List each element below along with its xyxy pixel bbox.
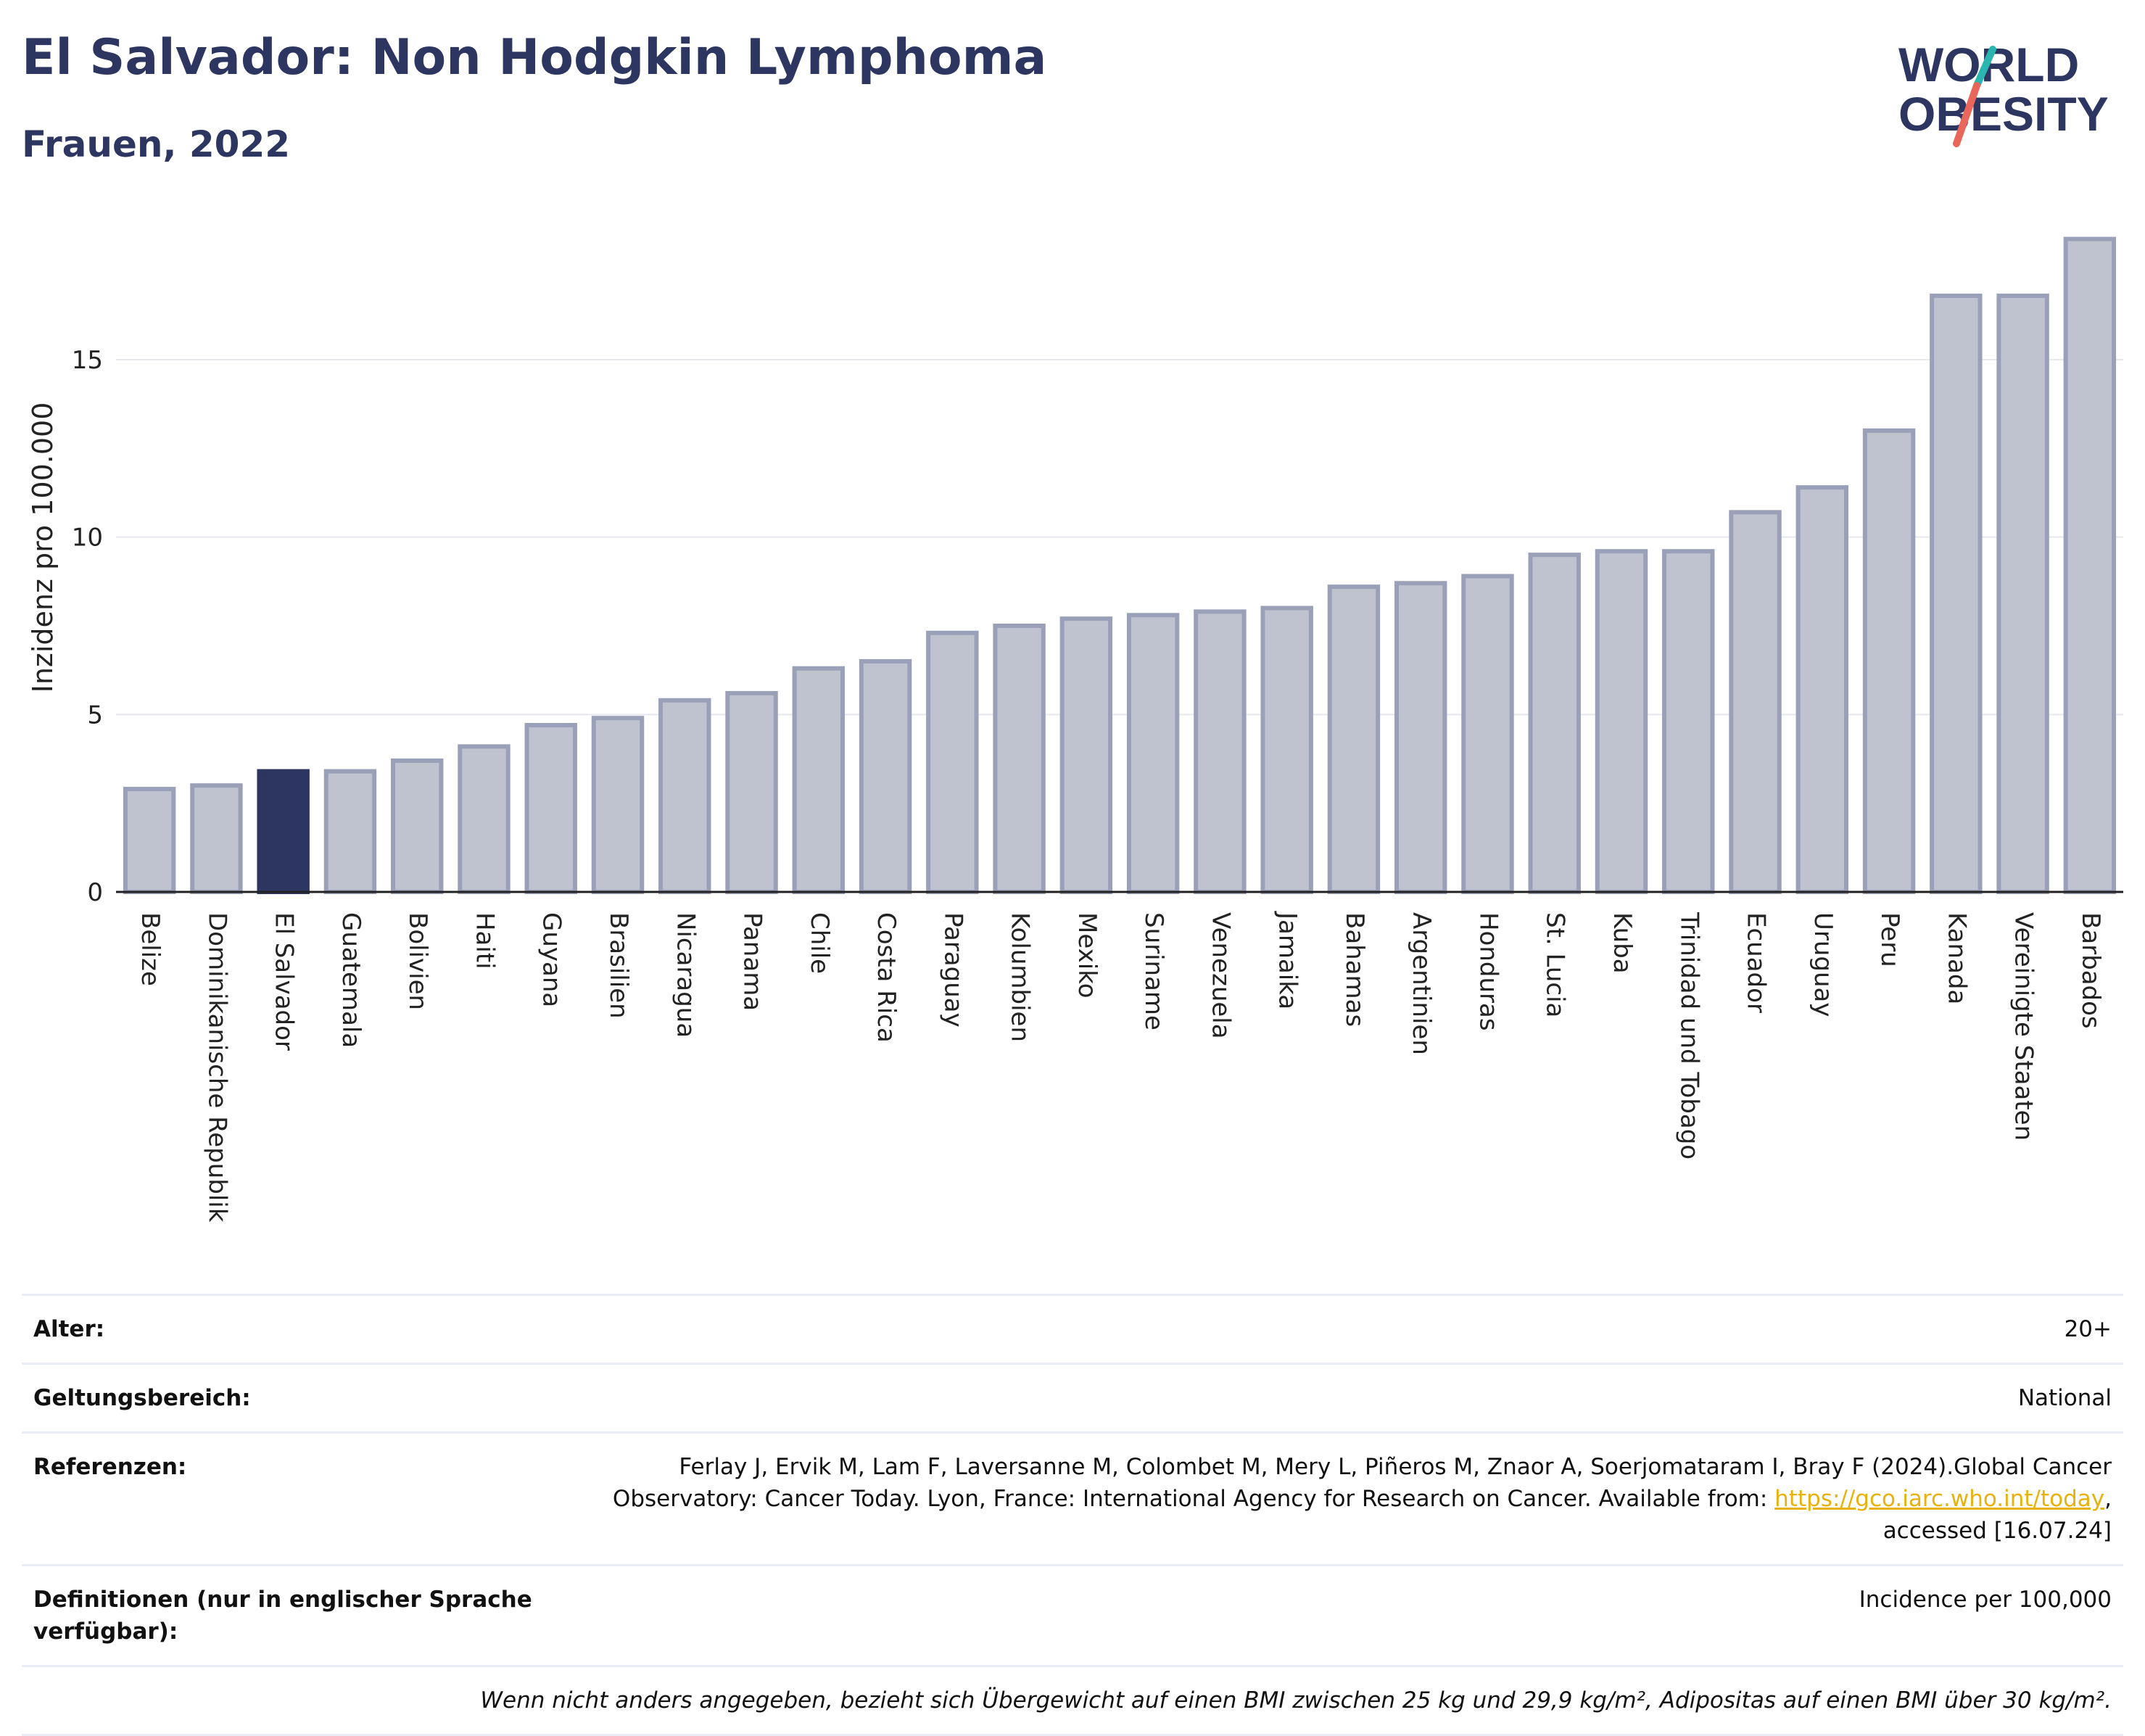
meta-age-label: Alter:: [22, 1294, 553, 1364]
meta-ref-label: Referenzen:: [22, 1431, 553, 1566]
x-tick-label: Barbados: [2076, 912, 2105, 1029]
meta-row-age: Alter: 20+: [22, 1294, 2123, 1364]
x-tick-label: Brasilien: [604, 912, 633, 1019]
meta-row-definitions: Definitionen (nur in englischer Sprache …: [22, 1564, 2123, 1666]
x-tick-label: Guyana: [537, 912, 566, 1007]
logo-text-obesity: OBESITY: [1898, 87, 2109, 141]
bar-haiti[interactable]: [458, 744, 511, 894]
meta-def-value: Incidence per 100,000: [553, 1564, 2123, 1666]
bar-dominikanische-republik[interactable]: [190, 783, 243, 895]
bar-panama[interactable]: [725, 690, 778, 894]
bar-guyana[interactable]: [524, 723, 577, 894]
bar-paraguay[interactable]: [926, 630, 979, 894]
ref-text-1: Ferlay J, Ervik M, Lam F, Laversanne M, …: [612, 1454, 2112, 1512]
x-tick-label: Kolumbien: [1006, 912, 1035, 1042]
x-tick-label: Ecuador: [1742, 912, 1771, 1013]
world-obesity-logo: WORLD OBESITY: [1898, 38, 2109, 147]
bar-guatemala[interactable]: [323, 769, 377, 895]
x-tick-label: El Salvador: [270, 912, 299, 1051]
x-tick-label: Kanada: [1942, 912, 1971, 1004]
bar-jamaika[interactable]: [1260, 605, 1313, 894]
bar-el-salvador[interactable]: [257, 769, 310, 895]
meta-age-value: 20+: [553, 1294, 2123, 1364]
y-ticks: 0 5 10 15: [72, 346, 103, 907]
meta-scope-label: Geltungsbereich:: [22, 1363, 553, 1433]
x-tick-label: Chile: [805, 912, 834, 974]
x-tick-label: Paraguay: [938, 912, 967, 1028]
bar-suriname[interactable]: [1126, 613, 1180, 894]
logo-slash-bottom: [1953, 82, 1980, 147]
bar-chart: 0 5 10 15 Belize Dominikanische Republik El S…: [27, 236, 2123, 1223]
x-tick-labels: Belize Dominikanische Republik El Salvador…: [136, 911, 2105, 1223]
x-tick-label: Trinidad und Tobago: [1674, 912, 1703, 1160]
y-tick-label: 15: [72, 346, 103, 375]
meta-row-references: Referenzen: Ferlay J, Ervik M, Lam F, La…: [22, 1431, 2123, 1566]
x-tick-label: Bolivien: [403, 912, 432, 1010]
bar-argentinien[interactable]: [1394, 581, 1447, 894]
x-tick-label: Bahamas: [1340, 912, 1369, 1027]
bar-st-lucia[interactable]: [1528, 553, 1581, 894]
bar-kanada[interactable]: [1930, 293, 1983, 895]
meta-row-note: Wenn nicht anders angegeben, bezieht sic…: [22, 1665, 2123, 1736]
x-tick-label: Belize: [136, 912, 165, 986]
meta-scope-value: National: [553, 1363, 2123, 1433]
x-tick-label: Haiti: [470, 912, 499, 970]
x-tick-label: Suriname: [1139, 912, 1168, 1030]
x-tick-label: Panama: [738, 912, 767, 1011]
bar-chile[interactable]: [792, 666, 846, 895]
bmi-note: Wenn nicht anders angegeben, bezieht sic…: [22, 1665, 2123, 1736]
meta-row-scope: Geltungsbereich: National: [22, 1363, 2123, 1433]
metadata-table: Alter: 20+ Geltungsbereich: National Ref…: [22, 1294, 2123, 1736]
x-tick-label: Uruguay: [1809, 912, 1838, 1017]
x-tick-label: Kuba: [1608, 912, 1637, 974]
logo-slash-top: [1973, 46, 1996, 89]
x-tick-label: Honduras: [1474, 912, 1503, 1031]
bar-costa-rica[interactable]: [859, 658, 912, 895]
x-tick-label: Mexiko: [1072, 912, 1102, 999]
bar-kuba[interactable]: [1595, 549, 1648, 894]
x-tick-label: Peru: [1875, 912, 1904, 967]
bar-kolumbien[interactable]: [993, 623, 1046, 894]
x-tick-label: Guatemala: [336, 912, 365, 1048]
bar-uruguay[interactable]: [1795, 485, 1849, 894]
x-tick-label: Jamaika: [1273, 911, 1302, 1009]
y-axis-label: Inzidenz pro 100.000: [27, 402, 59, 693]
bar-venezuela[interactable]: [1194, 609, 1247, 894]
x-tick-label: Nicaragua: [671, 912, 700, 1038]
bar-brasilien[interactable]: [591, 716, 645, 894]
y-tick-label: 10: [72, 524, 103, 553]
bar-barbados[interactable]: [2063, 236, 2117, 894]
bar-honduras[interactable]: [1461, 574, 1514, 894]
x-tick-label: St. Lucia: [1541, 912, 1570, 1017]
bar-ecuador[interactable]: [1729, 510, 1782, 894]
chart-title: El Salvador: Non Hodgkin Lymphoma: [22, 29, 1047, 86]
bar-belize[interactable]: [123, 787, 176, 894]
x-tick-label: Costa Rica: [872, 912, 901, 1043]
chart-subtitle: Frauen, 2022: [22, 123, 291, 165]
bar-trinidad-und-tobago[interactable]: [1662, 549, 1715, 894]
meta-ref-value: Ferlay J, Ervik M, Lam F, Laversanne M, …: [553, 1431, 2123, 1566]
x-tick-label: Venezuela: [1206, 912, 1235, 1039]
y-tick-label: 0: [87, 878, 103, 907]
bar-nicaragua[interactable]: [658, 698, 711, 894]
grid-lines: [116, 358, 2123, 716]
meta-def-label: Definitionen (nur in englischer Sprache …: [22, 1564, 553, 1666]
reference-link[interactable]: https://gco.iarc.who.int/today: [1774, 1486, 2105, 1512]
bar-mexiko[interactable]: [1059, 616, 1113, 894]
y-tick-label: 5: [87, 700, 103, 729]
bar-bahamas[interactable]: [1327, 584, 1381, 894]
x-tick-label: Vereinigte Staaten: [2009, 912, 2038, 1141]
x-tick-label: Argentinien: [1407, 912, 1436, 1055]
bar-bolivien[interactable]: [390, 758, 444, 894]
bars: [123, 236, 2117, 895]
x-tick-label: Dominikanische Republik: [202, 912, 231, 1223]
bar-vereinigte-staaten[interactable]: [1996, 293, 2049, 895]
ref-text-2: , accessed [16.07.24]: [1882, 1486, 2112, 1544]
bar-peru[interactable]: [1862, 428, 1916, 894]
